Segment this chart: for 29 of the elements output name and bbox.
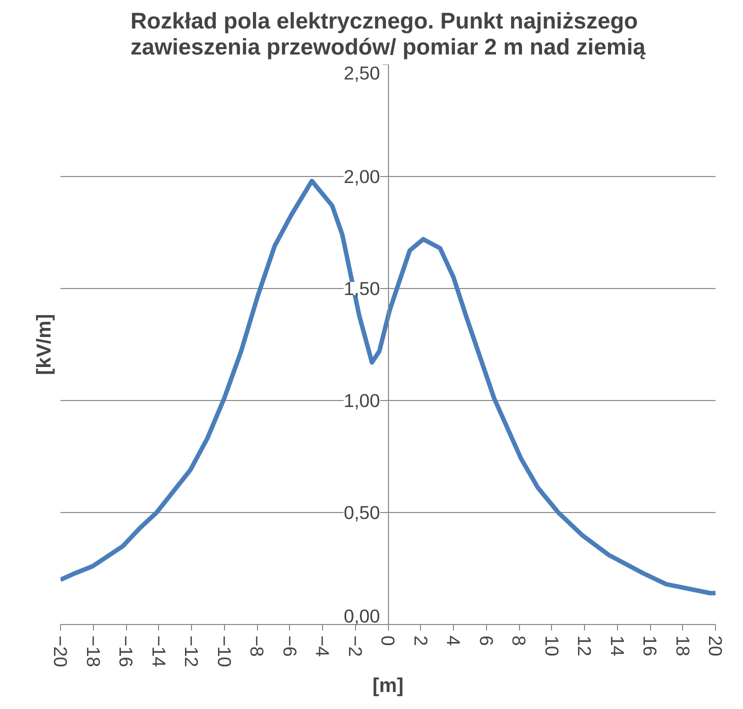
y-tick-label: 0,50 bbox=[344, 502, 380, 523]
x-tick-label: 16 bbox=[640, 636, 660, 656]
x-tick-label: −12 bbox=[181, 636, 202, 668]
y-tick-label: 1,50 bbox=[344, 278, 380, 299]
y-tick-label: 1,00 bbox=[344, 390, 380, 411]
x-tick-label: −20 bbox=[50, 636, 71, 668]
x-tick-label: 20 bbox=[705, 636, 726, 656]
x-tick-label: 12 bbox=[574, 636, 595, 656]
x-tick-label: 10 bbox=[541, 636, 562, 656]
x-tick-label: 14 bbox=[606, 636, 628, 656]
x-tick-label: −2 bbox=[344, 636, 366, 657]
x-tick-label: 8 bbox=[508, 636, 530, 646]
x-tick-label: 2 bbox=[410, 636, 432, 646]
chart-title: Rozkład pola elektrycznego. Punkt najniższego zawieszenia przewodów/ pomiar 2 m nad ziemią bbox=[130, 8, 646, 60]
x-tick-label: 0 bbox=[378, 636, 398, 646]
x-tick-label: −10 bbox=[214, 636, 235, 668]
x-tick-label: −4 bbox=[312, 636, 333, 657]
x-tick-label: 6 bbox=[476, 636, 497, 646]
y-axis-title: [kV/m] bbox=[34, 314, 56, 376]
y-tick-label: 2,00 bbox=[344, 166, 380, 187]
x-axis-title: [m] bbox=[372, 675, 404, 698]
x-tick-label: −18 bbox=[82, 636, 104, 668]
x-tick-label: 18 bbox=[672, 636, 694, 656]
x-tick-label: −14 bbox=[148, 636, 170, 668]
x-tick-label: −6 bbox=[279, 636, 300, 657]
x-tick-label: −16 bbox=[116, 636, 136, 668]
y-tick-label: 2,50 bbox=[344, 62, 380, 84]
x-tick-label: 4 bbox=[443, 636, 464, 646]
x-tick-label: −8 bbox=[246, 636, 268, 657]
